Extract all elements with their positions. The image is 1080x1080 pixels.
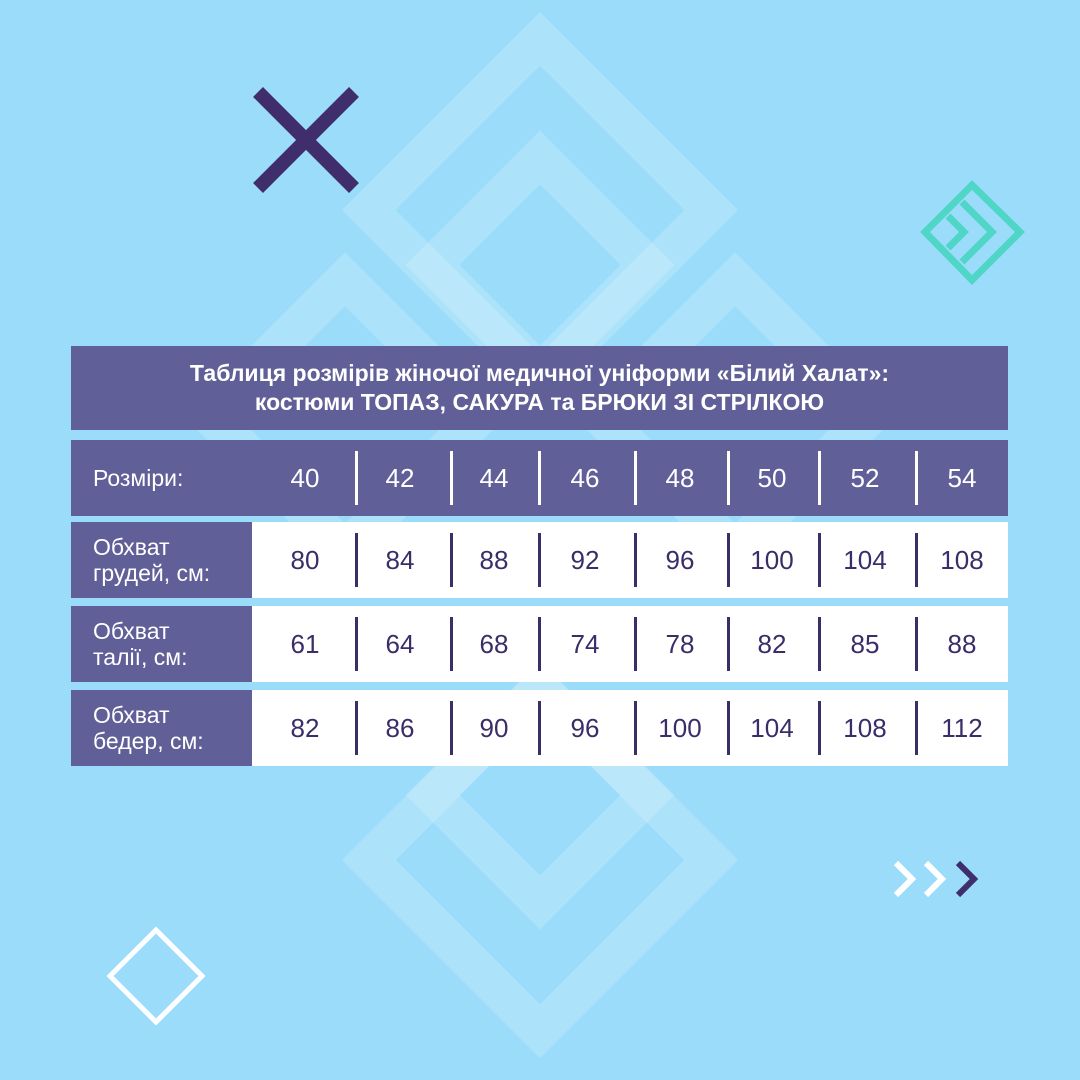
value-cell: 78 [665,628,695,659]
column-divider [634,701,637,755]
value-cell: 68 [479,628,509,659]
column-divider [355,617,358,671]
column-divider [727,617,730,671]
column-divider [915,701,918,755]
size-cell: 54 [947,462,977,493]
column-divider [355,451,358,505]
column-divider [450,451,453,505]
column-divider [818,617,821,671]
row-label-line-1: Обхват [93,618,170,644]
value-cell: 74 [570,628,600,659]
column-divider [634,533,637,587]
value-cell: 100 [750,544,794,575]
teal-diamond-chevron-icon [920,180,1025,285]
size-cell: 42 [385,462,415,493]
column-divider [818,701,821,755]
sizes-cells: 40 42 44 46 48 50 52 54 [252,440,1008,516]
value-cell: 82 [757,628,787,659]
size-cell: 44 [479,462,509,493]
row-label-line-2: талії, см: [93,644,188,670]
value-cell: 104 [843,544,887,575]
table-row-waist: Обхват талії, см: 61 64 68 74 78 82 85 88 [71,606,1008,682]
column-divider [727,701,730,755]
value-cell: 90 [479,712,509,743]
row-label: Обхват грудей, см: [71,522,252,598]
title-line-2: костюми ТОПАЗ, САКУРА та БРЮКИ ЗІ СТРІЛК… [254,389,825,415]
value-cell: 85 [850,628,880,659]
column-divider [915,617,918,671]
column-divider [915,533,918,587]
column-divider [538,533,541,587]
row-label: Обхват талії, см: [71,606,252,682]
size-cell: 40 [290,462,320,493]
value-cell: 112 [941,712,983,743]
row-label-line-2: грудей, см: [93,560,211,586]
value-cell: 82 [290,712,320,743]
column-divider [634,451,637,505]
size-cell: 46 [570,462,600,493]
value-cell: 108 [940,544,984,575]
table-row-hips: Обхват бедер, см: 82 86 90 96 100 104 108 112 [71,690,1008,766]
table-row-chest: Обхват грудей, см: 80 84 88 92 96 100 104 108 [71,522,1008,598]
value-cell: 88 [947,628,977,659]
column-divider [450,617,453,671]
column-divider [727,451,730,505]
column-divider [915,451,918,505]
column-divider [634,617,637,671]
value-cell: 100 [658,712,702,743]
column-divider [538,451,541,505]
column-divider [818,533,821,587]
row-label: Обхват бедер, см: [71,690,252,766]
title-line-1: Таблиця розмірів жіночої медичної уніфор… [189,360,890,386]
row-label-line-1: Обхват [93,702,170,728]
column-divider [727,533,730,587]
row-cells: 82 86 90 96 100 104 108 112 [252,690,1008,766]
column-divider [450,533,453,587]
value-cell: 88 [479,544,509,575]
triple-chevron-icon [893,860,979,898]
column-divider [818,451,821,505]
column-divider [355,701,358,755]
sizes-header-row: Розміри: 40 42 44 46 48 50 52 54 [71,440,1008,516]
value-cell: 92 [570,544,600,575]
table-title: Таблиця розмірів жіночої медичної уніфор… [71,346,1008,430]
column-divider [538,617,541,671]
row-cells: 61 64 68 74 78 82 85 88 [252,606,1008,682]
value-cell: 104 [750,712,794,743]
value-cell: 64 [385,628,415,659]
value-cell: 96 [570,712,600,743]
value-cell: 86 [385,712,415,743]
column-divider [450,701,453,755]
sizes-label: Розміри: [71,440,252,516]
row-label-line-2: бедер, см: [93,728,204,754]
row-cells: 80 84 88 92 96 100 104 108 [252,522,1008,598]
value-cell: 61 [290,628,320,659]
column-divider [355,533,358,587]
column-divider [538,701,541,755]
size-cell: 50 [757,462,787,493]
value-cell: 96 [665,544,695,575]
white-diamond-outline-icon [106,926,206,1026]
x-cross-icon [253,87,359,193]
value-cell: 108 [843,712,887,743]
value-cell: 84 [385,544,415,575]
size-cell: 52 [850,462,880,493]
value-cell: 80 [290,544,320,575]
row-label-line-1: Обхват [93,534,170,560]
size-cell: 48 [665,462,695,493]
